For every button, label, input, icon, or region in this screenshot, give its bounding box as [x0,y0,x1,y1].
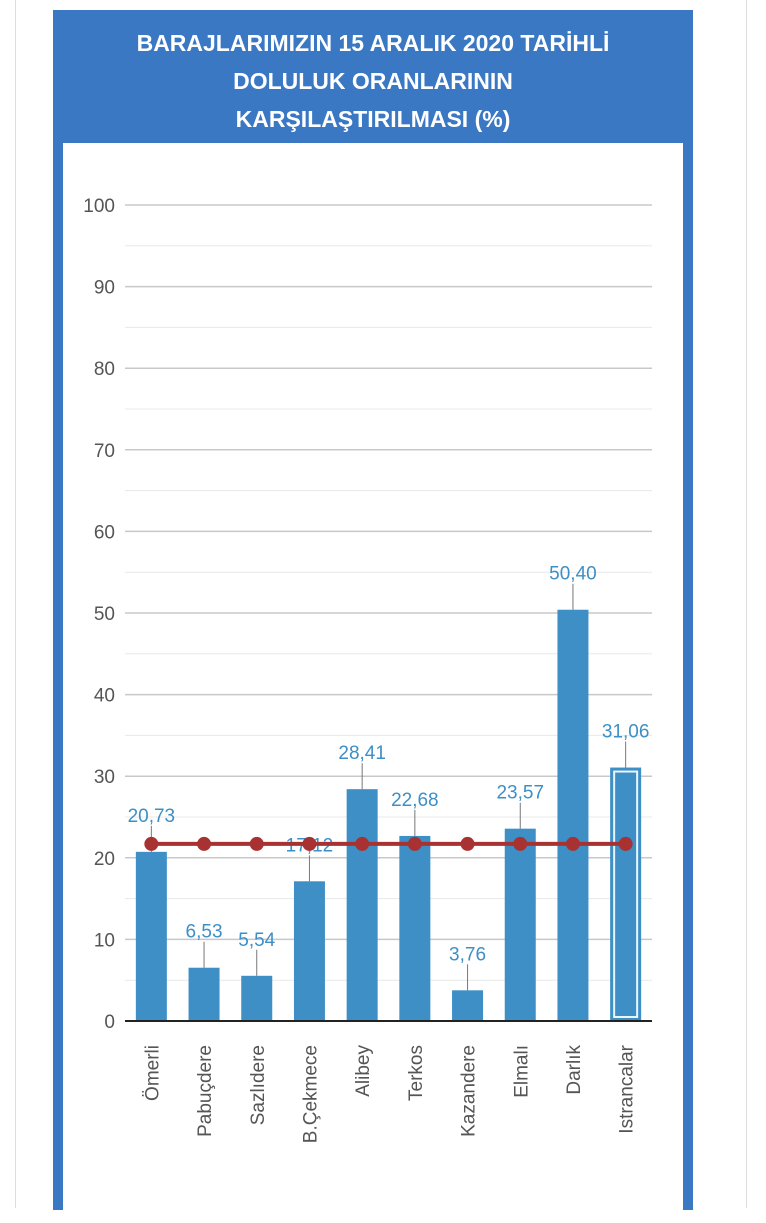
line-marker [197,836,212,851]
bar-Ömerli [135,851,167,1021]
x-tick-label: Terkos [406,1045,427,1101]
y-tick-label: 0 [104,1012,115,1033]
y-tick-label: 20 [94,849,115,870]
y-tick-label: 50 [94,604,115,625]
x-tick-label: B.Çekmece [300,1045,321,1143]
line-marker [565,836,580,851]
bar-highlight [613,770,639,1019]
line-marker [618,836,633,851]
data-label: 6,53 [186,922,223,943]
x-tick-label: Kazandere [459,1045,480,1137]
chart-title: BARAJLARIMIZIN 15 ARALIK 2020 TARİHLİ DO… [53,24,693,138]
x-tick-label: Darlık [564,1045,585,1095]
x-tick-label: Pabuçdere [195,1045,216,1137]
data-label: 50,40 [549,564,597,585]
bar-Kazandere [452,990,484,1021]
line-marker [513,836,528,851]
line-marker [144,836,159,851]
y-tick-label: 90 [94,278,115,299]
bar-Pabuçdere [188,967,220,1021]
line-marker [407,836,422,851]
bar-Terkos [399,835,431,1021]
line-marker [460,836,475,851]
bar-Darlık [557,609,589,1021]
y-tick-label: 40 [94,686,115,707]
bar-Sazlıdere [241,975,273,1021]
data-label: 23,57 [496,783,544,804]
x-tick-label: Elmalı [511,1045,532,1098]
data-label: 22,68 [391,790,439,811]
data-label: 5,54 [238,930,275,951]
bar-Istrancalar [610,767,642,1021]
title-line-3: KARŞILAŞTIRILMASI (%) [235,106,511,132]
line-marker [249,836,264,851]
y-tick-label: 100 [83,196,115,217]
y-tick-label: 60 [94,522,115,543]
bar-B.Çekmece [293,881,325,1021]
line-marker [302,836,317,851]
x-tick-label: Ömerli [142,1045,163,1101]
title-line-2: DOLULUK ORANLARININ [233,68,513,94]
title-line-1: BARAJLARIMIZIN 15 ARALIK 2020 TARİHLİ [136,30,610,56]
y-tick-label: 10 [94,930,115,951]
x-tick-label: Alibey [353,1045,374,1097]
y-tick-label: 30 [94,767,115,788]
data-label: 20,73 [128,806,176,827]
y-tick-label: 70 [94,441,115,462]
x-tick-label: Sazlıdere [248,1045,269,1125]
y-tick-label: 80 [94,359,115,380]
plot-area: 010203040506070809010020,736,535,5417,12… [63,143,683,1223]
chart-frame: BARAJLARIMIZIN 15 ARALIK 2020 TARİHLİ DO… [53,10,693,1223]
line-marker [355,836,370,851]
bar-chart: 010203040506070809010020,736,535,5417,12… [83,196,652,1143]
data-label: 31,06 [602,722,650,743]
x-tick-label: Istrancalar [617,1044,638,1133]
bar-Alibey [346,789,378,1021]
bar-Elmalı [504,828,536,1021]
data-label: 28,41 [338,743,386,764]
data-label: 3,76 [449,944,486,965]
